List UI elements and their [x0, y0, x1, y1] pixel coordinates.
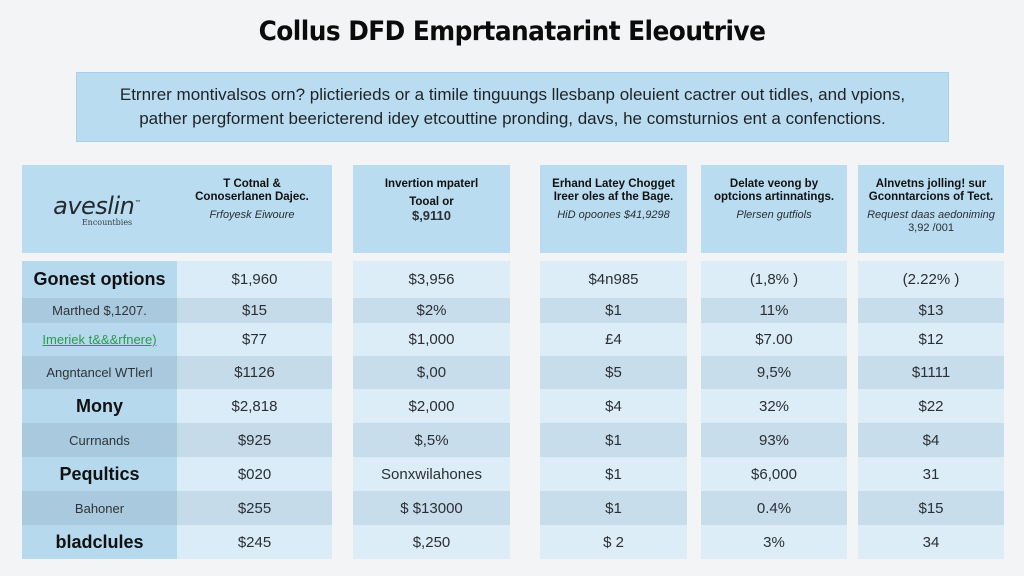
row-label-text: Pequltics: [59, 463, 140, 484]
table-cell: $3,956: [353, 261, 510, 298]
table-cell: $6,000: [701, 457, 847, 491]
row-label: bladclules: [22, 525, 177, 559]
table-cell: $22: [858, 389, 1004, 423]
table-cell: $77: [177, 323, 332, 356]
page-title: Collus DFD Emprtanatarint Eleoutrive: [258, 16, 766, 47]
table-cell: $1,000: [353, 323, 510, 356]
column-header-subtitle: Frfoyesk Eiwoure: [209, 209, 295, 221]
table-cell: 11%: [701, 298, 847, 323]
description-line-2: pather pergforment beericterend idey etc…: [139, 109, 886, 128]
row-label-text: Bahoner: [74, 500, 125, 516]
row-label: Bahoner: [22, 491, 177, 525]
column-header-title: Erhand Latey Chogget: [552, 178, 675, 190]
table-cell: $4: [858, 423, 1004, 457]
table-cell: $,00: [353, 356, 510, 389]
table-cell: $ $13000: [353, 491, 510, 525]
table-cell: $020: [177, 457, 332, 491]
row-label: Angntancel WTlerl: [22, 356, 177, 389]
table-cell: $2,000: [353, 389, 510, 423]
column-header-5: Alnvetns jolling! sur Gconntarcions of T…: [858, 165, 1004, 253]
table-cell: $1: [540, 491, 687, 525]
table-cell: $15: [858, 491, 1004, 525]
table-cell: $2%: [353, 298, 510, 323]
table-cell: $245: [177, 525, 332, 559]
table-cell: $4: [540, 389, 687, 423]
table-cell: 0.4%: [701, 491, 847, 525]
table-cell: 93%: [701, 423, 847, 457]
table-cell: $15: [177, 298, 332, 323]
table-cell: (2.22% ): [858, 261, 1004, 298]
comparison-table: aveslin™ Encountbies T Cotnal & Conoserl…: [22, 165, 1012, 559]
table-cell: $7.00: [701, 323, 847, 356]
row-label: Imeriek t&&&rfnere): [22, 323, 177, 356]
row-label: Gonest options: [22, 261, 177, 298]
column-header-value: 3,92 /001: [908, 222, 954, 234]
table-cell: 9,5%: [701, 356, 847, 389]
column-header-title: Gconntarcions of Tect.: [868, 191, 994, 203]
table-cell: $4n985: [540, 261, 687, 298]
table-cell: $1126: [177, 356, 332, 389]
row-label-text: Mony: [76, 395, 123, 416]
column-header-title: Delate veong by: [729, 178, 819, 190]
description-line-1: Etrnrer montivalsos orn? plictierieds or…: [119, 85, 906, 104]
column-header-1: aveslin™ Encountbies T Cotnal & Conoserl…: [22, 165, 332, 253]
table-cell: 34: [858, 525, 1004, 559]
table-cell: 31: [858, 457, 1004, 491]
column-header-value: $,9110: [411, 208, 452, 223]
row-label: Currnands: [22, 423, 177, 457]
column-header-title: Alnvetns jolling! sur: [875, 178, 987, 190]
row-label-link[interactable]: Imeriek t&&&rfnere): [42, 332, 157, 347]
table-cell: 32%: [701, 389, 847, 423]
table-cell: $,250: [353, 525, 510, 559]
column-header-subtitle: Request daas aedoniming: [867, 209, 995, 221]
table-cell: $13: [858, 298, 1004, 323]
row-label: Marthed $,1207.: [22, 298, 177, 323]
column-header-title: Invertion mpaterl: [384, 178, 479, 190]
table-cell: $255: [177, 491, 332, 525]
logo-wordmark: aveslin™: [53, 191, 141, 220]
table-cell: $2,818: [177, 389, 332, 423]
table-cell: $1111: [858, 356, 1004, 389]
table-cell: $12: [858, 323, 1004, 356]
column-header-3: Erhand Latey Chogget Ireer oles af the B…: [540, 165, 687, 253]
table-cell: $1: [540, 423, 687, 457]
table-cell: 3%: [701, 525, 847, 559]
column-header-4: Delate veong by optcions artinnatings. P…: [701, 165, 847, 253]
logo-tagline: Encountbies: [81, 217, 133, 227]
table-cell: Sonxwilahones: [353, 457, 510, 491]
row-label-text: Currnands: [69, 432, 130, 448]
table-cell: $1,960: [177, 261, 332, 298]
row-label-text: Gonest options: [33, 269, 166, 289]
table-cell: $925: [177, 423, 332, 457]
column-header-subtitle: Tooal or: [409, 196, 454, 208]
column-header-title: Ireer oles af the Bage.: [553, 191, 674, 203]
column-header-subtitle: HiD opoones $41,9298: [557, 209, 670, 221]
description-banner: Etrnrer montivalsos orn? plictierieds or…: [76, 72, 949, 142]
table-cell: $1: [540, 298, 687, 323]
column-header-title: optcions artinnatings.: [713, 191, 835, 203]
table-cell: $1: [540, 457, 687, 491]
table-cell: $5: [540, 356, 687, 389]
row-label-text: bladclules: [55, 531, 144, 552]
table-cell: $,5%: [353, 423, 510, 457]
row-label-text: Angntancel WTlerl: [46, 365, 153, 380]
column-header-title: Conoserlanen Dajec.: [195, 191, 309, 203]
table-cell: (1,8% ): [701, 261, 847, 298]
table-cell: £4: [540, 323, 687, 356]
row-label-text: Marthed $,1207.: [52, 303, 147, 318]
table-cell: $ 2: [540, 525, 687, 559]
row-label: Mony: [22, 389, 177, 423]
row-label: Pequltics: [22, 457, 177, 491]
column-header-2: Invertion mpaterl Tooal or $,9110: [353, 165, 510, 253]
column-header-title: T Cotnal &: [223, 178, 281, 190]
column-header-subtitle: Plersen gutfiols: [736, 209, 812, 221]
brand-logo: aveslin™ Encountbies: [22, 165, 172, 253]
